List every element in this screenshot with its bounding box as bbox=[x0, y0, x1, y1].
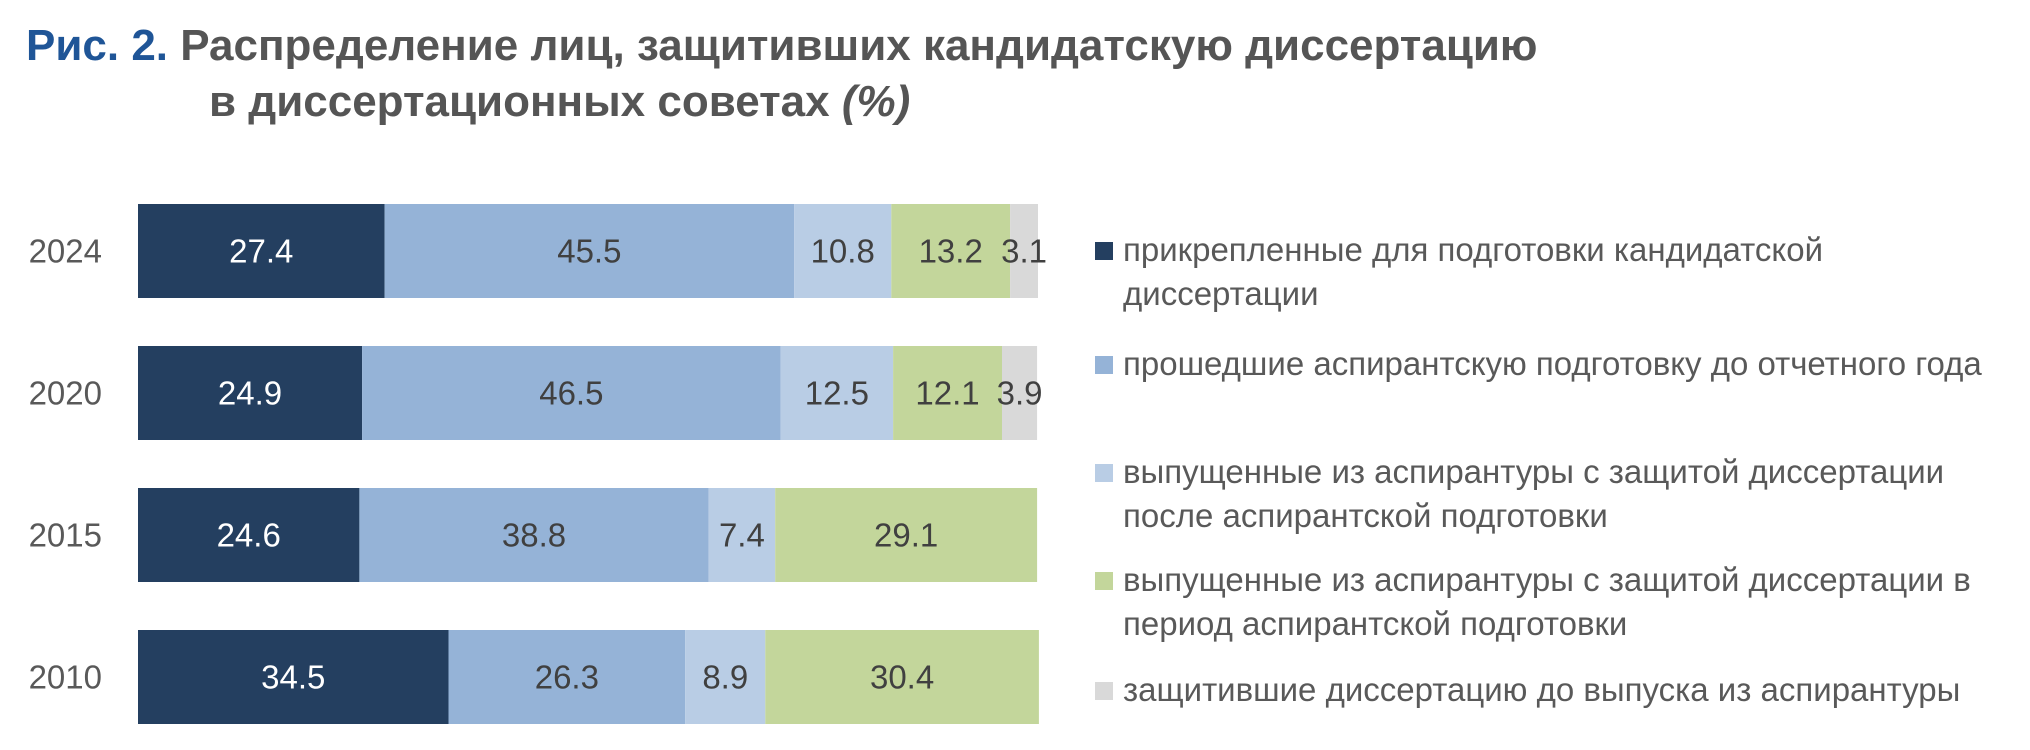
bar-segment-2015-attached bbox=[138, 488, 360, 582]
data-label-2020-before-graduation: 3.9 bbox=[997, 375, 1043, 412]
bar-segment-2020-during-training bbox=[893, 346, 1002, 440]
data-label-2020-during-training: 12.1 bbox=[915, 375, 979, 412]
category-label-2010: 2010 bbox=[29, 659, 102, 696]
bar-segment-2015-during-training bbox=[775, 488, 1038, 582]
bar-segment-2020-attached bbox=[138, 346, 363, 440]
legend-label-attached: прикрепленные для подготовки кандидатско… bbox=[1123, 231, 1824, 312]
legend-swatch-attached bbox=[1095, 242, 1113, 260]
category-label-2024: 2024 bbox=[29, 233, 102, 270]
data-label-2024-prior-graduates: 45.5 bbox=[557, 233, 621, 270]
legend-item-during-training: выпущенные из аспирантуры с защитой дисс… bbox=[1095, 558, 2023, 646]
data-label-2024-after-training: 10.8 bbox=[811, 233, 875, 270]
bar-segment-2020-prior-graduates bbox=[362, 346, 781, 440]
title-text-2: в диссертационных советах bbox=[209, 77, 830, 126]
legend-item-before-graduation: защитившие диссертацию до выпуска из асп… bbox=[1095, 668, 1960, 712]
legend-swatch-after-training bbox=[1095, 464, 1113, 482]
data-label-2024-before-graduation: 3.1 bbox=[1001, 233, 1047, 270]
title-line-2: в диссертационных советах (%) bbox=[26, 74, 1538, 130]
legend-label-during-training: выпущенные из аспирантуры с защитой дисс… bbox=[1123, 561, 1971, 642]
bar-segment-2010-during-training bbox=[765, 630, 1039, 724]
figure-number: Рис. 2. bbox=[26, 21, 169, 70]
legend-swatch-before-graduation bbox=[1095, 682, 1113, 700]
legend-label-before-graduation: защитившие диссертацию до выпуска из асп… bbox=[1123, 671, 1961, 708]
bar-segment-2020-after-training bbox=[780, 346, 894, 440]
data-label-2015-prior-graduates: 38.8 bbox=[502, 517, 566, 554]
title-text-1: Распределение лиц, защитивших кандидатск… bbox=[180, 21, 1538, 70]
bar-segment-2015-prior-graduates bbox=[359, 488, 709, 582]
data-label-2020-attached: 24.9 bbox=[218, 375, 282, 412]
legend-item-after-training: выпущенные из аспирантуры с защитой дисс… bbox=[1095, 450, 2023, 538]
data-label-2020-prior-graduates: 46.5 bbox=[539, 375, 603, 412]
data-label-2020-after-training: 12.5 bbox=[805, 375, 869, 412]
data-label-2024-during-training: 13.2 bbox=[919, 233, 983, 270]
bar-segment-2024-during-training bbox=[891, 204, 1011, 298]
data-label-2010-during-training: 30.4 bbox=[870, 659, 934, 696]
bar-segment-2024-prior-graduates bbox=[384, 204, 795, 298]
data-label-2015-after-training: 7.4 bbox=[719, 517, 765, 554]
bar-segment-2010-prior-graduates bbox=[448, 630, 686, 724]
data-label-2010-attached: 34.5 bbox=[261, 659, 325, 696]
legend-label-prior-graduates: прошедшие аспирантскую подготовку до отч… bbox=[1123, 345, 1982, 382]
bar-segment-2010-after-training bbox=[685, 630, 766, 724]
legend-label-after-training: выпущенные из аспирантуры с защитой дисс… bbox=[1123, 453, 1945, 534]
legend-swatch-prior-graduates bbox=[1095, 356, 1113, 374]
data-label-2010-prior-graduates: 26.3 bbox=[535, 659, 599, 696]
data-label-2024-attached: 27.4 bbox=[229, 233, 293, 270]
title-line-1: Рис. 2. Распределение лиц, защитивших ка… bbox=[26, 18, 1538, 74]
legend-item-attached: прикрепленные для подготовки кандидатско… bbox=[1095, 228, 2023, 316]
category-label-2020: 2020 bbox=[29, 375, 102, 412]
bar-segment-2015-after-training bbox=[708, 488, 776, 582]
data-label-2010-after-training: 8.9 bbox=[702, 659, 748, 696]
data-label-2015-during-training: 29.1 bbox=[874, 517, 938, 554]
data-label-2015-attached: 24.6 bbox=[217, 517, 281, 554]
bar-segment-2024-before-graduation bbox=[1010, 204, 1038, 298]
legend-item-prior-graduates: прошедшие аспирантскую подготовку до отч… bbox=[1095, 342, 1982, 386]
bar-segment-2024-attached bbox=[138, 204, 385, 298]
title-unit: (%) bbox=[841, 77, 911, 126]
bar-segment-2020-before-graduation bbox=[1002, 346, 1038, 440]
bar-segment-2024-after-training bbox=[794, 204, 892, 298]
chart-title: Рис. 2. Распределение лиц, защитивших ка… bbox=[26, 18, 1538, 130]
category-label-2015: 2015 bbox=[29, 517, 102, 554]
legend-swatch-during-training bbox=[1095, 572, 1113, 590]
bar-segment-2010-attached bbox=[138, 630, 449, 724]
